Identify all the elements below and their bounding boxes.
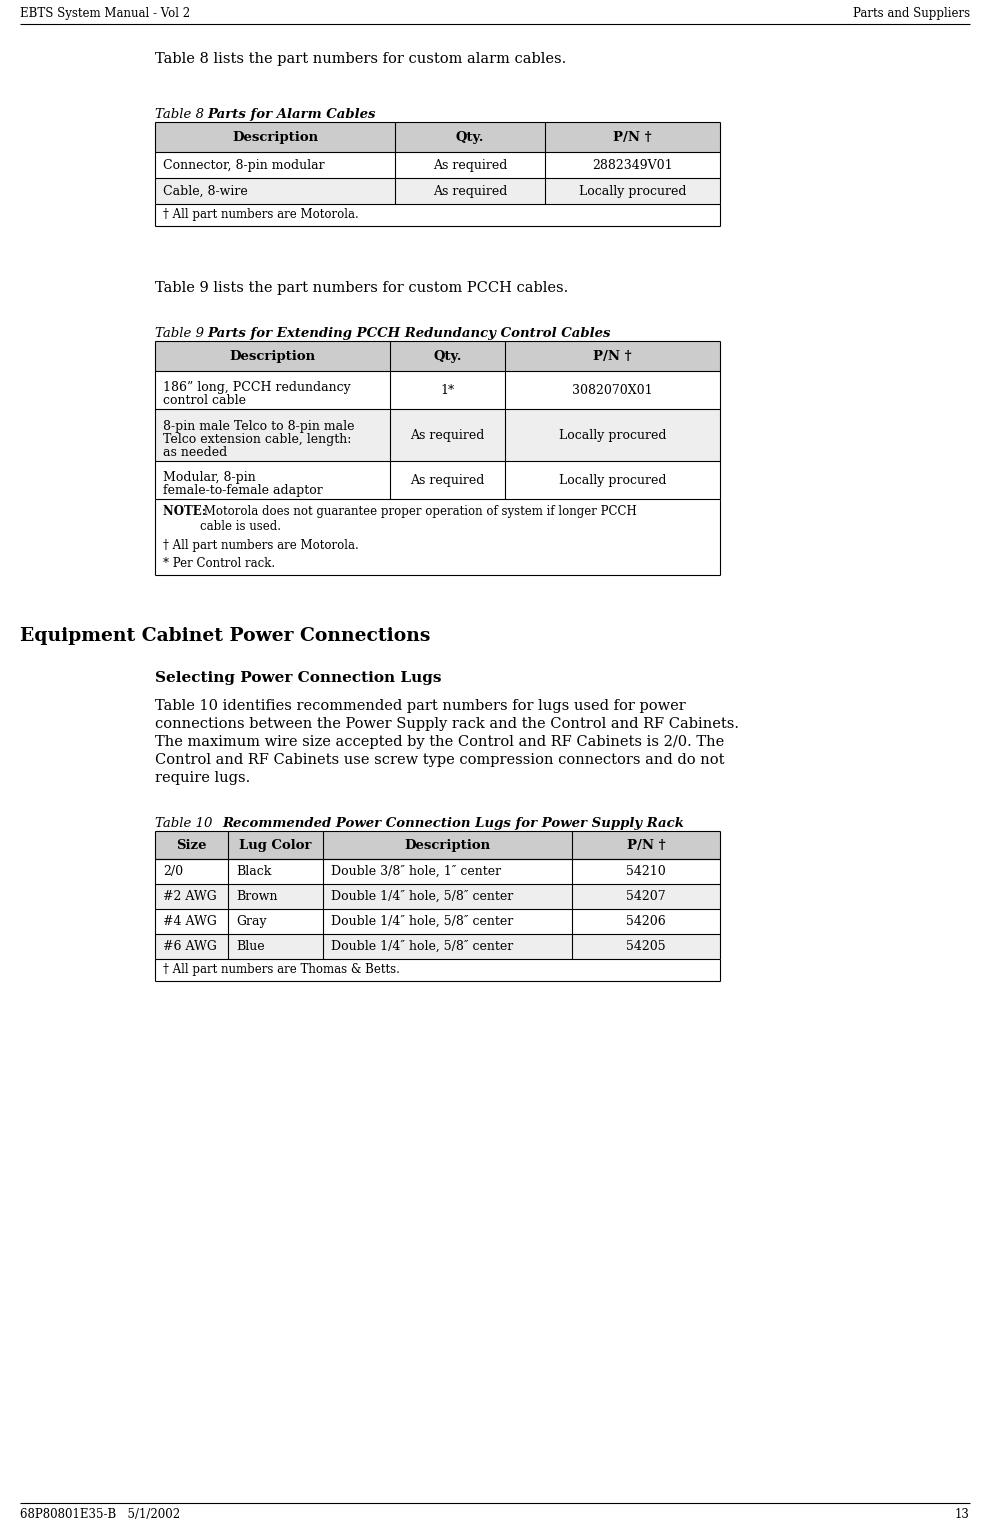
Text: Equipment Cabinet Power Connections: Equipment Cabinet Power Connections: [20, 627, 431, 646]
Text: Recommended Power Connection Lugs for Power Supply Rack: Recommended Power Connection Lugs for Po…: [222, 816, 684, 830]
Bar: [155, 909, 720, 934]
Text: Blue: Blue: [236, 940, 264, 953]
Text: Double 1/4″ hole, 5/8″ center: Double 1/4″ hole, 5/8″ center: [331, 940, 513, 953]
Text: Cable, 8-wire: Cable, 8-wire: [163, 184, 248, 198]
Text: * Per Control rack.: * Per Control rack.: [163, 557, 275, 570]
Text: Selecting Power Connection Lugs: Selecting Power Connection Lugs: [155, 672, 442, 685]
Text: Description: Description: [232, 131, 318, 143]
Text: P/N †: P/N †: [613, 131, 651, 143]
Text: Table 8: Table 8: [155, 108, 217, 120]
Bar: [155, 341, 720, 372]
Text: 54207: 54207: [627, 889, 666, 903]
Bar: [155, 500, 720, 576]
Text: P/N †: P/N †: [627, 839, 665, 851]
Text: Table 9: Table 9: [155, 327, 217, 340]
Text: 2882349V01: 2882349V01: [592, 158, 673, 172]
Bar: [155, 410, 720, 461]
Text: Lug Color: Lug Color: [240, 839, 312, 851]
Text: Description: Description: [230, 349, 316, 362]
Text: Qty.: Qty.: [455, 131, 484, 143]
Text: 186” long, PCCH redundancy: 186” long, PCCH redundancy: [163, 381, 350, 394]
Text: 8-pin male Telco to 8-pin male: 8-pin male Telco to 8-pin male: [163, 419, 354, 433]
Bar: [155, 204, 720, 225]
Bar: [155, 883, 720, 909]
Text: female-to-female adaptor: female-to-female adaptor: [163, 484, 323, 496]
Text: As required: As required: [410, 474, 485, 486]
Text: Double 3/8″ hole, 1″ center: Double 3/8″ hole, 1″ center: [331, 865, 501, 877]
Text: Brown: Brown: [236, 889, 277, 903]
Text: Parts for Alarm Cables: Parts for Alarm Cables: [207, 108, 375, 120]
Text: † All part numbers are Motorola.: † All part numbers are Motorola.: [163, 209, 358, 221]
Text: 2/0: 2/0: [163, 865, 183, 877]
Text: as needed: as needed: [163, 446, 228, 458]
Bar: [155, 934, 720, 959]
Text: 13: 13: [955, 1508, 970, 1521]
Text: Qty.: Qty.: [434, 349, 461, 362]
Text: #4 AWG: #4 AWG: [163, 915, 217, 928]
Text: Telco extension cable, length:: Telco extension cable, length:: [163, 433, 351, 446]
Text: Connector, 8-pin modular: Connector, 8-pin modular: [163, 158, 325, 172]
Text: As required: As required: [433, 184, 507, 198]
Text: #2 AWG: #2 AWG: [163, 889, 217, 903]
Text: 68P80801E35-B   5/1/2002: 68P80801E35-B 5/1/2002: [20, 1508, 180, 1521]
Text: 54210: 54210: [626, 865, 666, 877]
Text: Size: Size: [176, 839, 207, 851]
Bar: [155, 122, 720, 152]
Text: #6 AWG: #6 AWG: [163, 940, 217, 953]
Text: 3082070X01: 3082070X01: [572, 384, 652, 396]
Text: Parts for Extending PCCH Redundancy Control Cables: Parts for Extending PCCH Redundancy Cont…: [207, 327, 611, 340]
Text: Description: Description: [405, 839, 491, 851]
Text: 54206: 54206: [626, 915, 666, 928]
Text: † All part numbers are Motorola.: † All part numbers are Motorola.: [163, 539, 358, 551]
Text: Parts and Suppliers: Parts and Suppliers: [852, 8, 970, 20]
Text: The maximum wire size accepted by the Control and RF Cabinets is 2/0. The: The maximum wire size accepted by the Co…: [155, 736, 725, 749]
Bar: [155, 152, 720, 178]
Text: NOTE:: NOTE:: [163, 506, 210, 518]
Bar: [155, 461, 720, 500]
Text: Control and RF Cabinets use screw type compression connectors and do not: Control and RF Cabinets use screw type c…: [155, 752, 725, 768]
Text: Table 10 identifies recommended part numbers for lugs used for power: Table 10 identifies recommended part num…: [155, 699, 686, 713]
Text: Motorola does not guarantee proper operation of system if longer PCCH
cable is u: Motorola does not guarantee proper opera…: [200, 506, 637, 533]
Text: Double 1/4″ hole, 5/8″ center: Double 1/4″ hole, 5/8″ center: [331, 889, 513, 903]
Text: Locally procured: Locally procured: [558, 428, 666, 442]
Text: Double 1/4″ hole, 5/8″ center: Double 1/4″ hole, 5/8″ center: [331, 915, 513, 928]
Text: Gray: Gray: [236, 915, 266, 928]
Text: Table 10: Table 10: [155, 816, 225, 830]
Text: As required: As required: [410, 428, 485, 442]
Text: connections between the Power Supply rack and the Control and RF Cabinets.: connections between the Power Supply rac…: [155, 717, 739, 731]
Text: EBTS System Manual - Vol 2: EBTS System Manual - Vol 2: [20, 8, 190, 20]
Text: Locally procured: Locally procured: [579, 184, 686, 198]
Text: As required: As required: [433, 158, 507, 172]
Text: † All part numbers are Thomas & Betts.: † All part numbers are Thomas & Betts.: [163, 963, 400, 976]
Bar: [155, 372, 720, 410]
Text: Table 8 lists the part numbers for custom alarm cables.: Table 8 lists the part numbers for custo…: [155, 52, 566, 65]
Text: control cable: control cable: [163, 394, 246, 407]
Text: 1*: 1*: [441, 384, 454, 396]
Text: P/N †: P/N †: [593, 349, 632, 362]
Text: Modular, 8-pin: Modular, 8-pin: [163, 471, 255, 484]
Text: require lugs.: require lugs.: [155, 771, 250, 784]
Text: Black: Black: [236, 865, 271, 877]
Bar: [155, 832, 720, 859]
Bar: [155, 959, 720, 981]
Text: Table 9 lists the part numbers for custom PCCH cables.: Table 9 lists the part numbers for custo…: [155, 282, 568, 295]
Bar: [155, 178, 720, 204]
Text: Locally procured: Locally procured: [558, 474, 666, 486]
Bar: [155, 859, 720, 883]
Text: 54205: 54205: [627, 940, 666, 953]
